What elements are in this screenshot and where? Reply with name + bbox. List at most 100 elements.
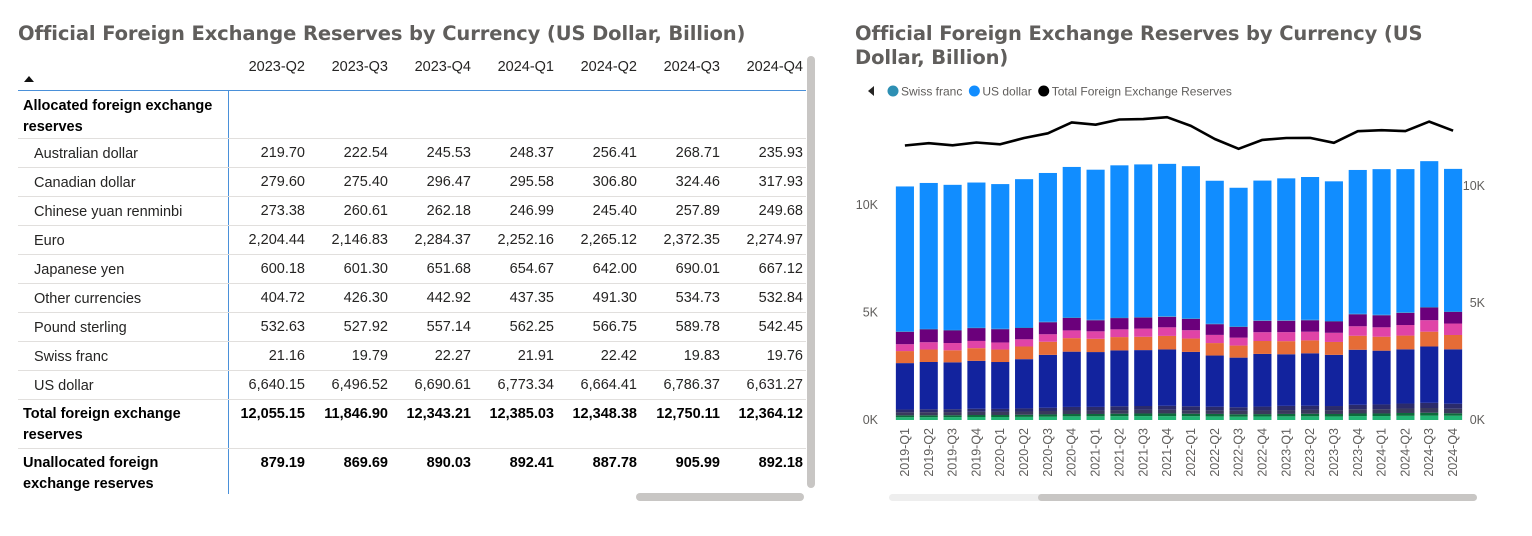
column-header[interactable]: 2023-Q3 (331, 59, 388, 75)
bar-segment (1205, 413, 1224, 417)
bar-segment (1396, 312, 1415, 326)
table-cell: 600.18 (260, 261, 305, 277)
table-cell: 262.18 (426, 203, 471, 219)
row-header: Swiss franc (34, 349, 109, 365)
table-cell: 667.12 (758, 261, 803, 277)
table-cell: 257.89 (675, 203, 720, 219)
bar-segment (1396, 412, 1415, 416)
bar-segment (1062, 317, 1081, 331)
bar-segment (919, 342, 938, 350)
bar-segment (1158, 413, 1177, 417)
bar-segment (1086, 169, 1105, 320)
x-axis-tick: 2022-Q4 (1255, 428, 1269, 477)
bar-segment (1134, 317, 1153, 318)
bar-segment (1277, 178, 1296, 321)
legend-marker (887, 85, 899, 97)
table-cell: 905.99 (675, 455, 720, 471)
bar-segment (1062, 351, 1081, 407)
table-cell: 6,640.15 (248, 377, 305, 393)
bar-segment (991, 184, 1010, 329)
x-axis-tick: 2020-Q2 (1017, 428, 1031, 477)
bar-segment (895, 363, 914, 410)
bar-segment (943, 409, 962, 413)
chart-scrollbar-thumb[interactable] (1038, 494, 1477, 501)
bar-segment (943, 329, 962, 331)
bar-segment (1348, 326, 1367, 336)
row-header: Allocated foreign exchange reserves (23, 98, 213, 135)
row-header: Other currencies (34, 291, 142, 307)
row-header: Pound sterling (34, 320, 127, 336)
stacked-column-chart: Swiss franc US dollar Total Foreign Exchan… (856, 85, 1486, 501)
table-cell: 557.14 (426, 319, 471, 335)
bar-segment (1348, 313, 1367, 315)
bar-segment (1181, 413, 1200, 417)
bar-segment (943, 343, 962, 351)
table-cell: 12,385.03 (489, 406, 554, 422)
horizontal-scrollbar[interactable] (636, 493, 804, 501)
table-cell: 279.60 (260, 174, 305, 190)
bar-segment (1253, 332, 1272, 341)
bar-segment (1158, 316, 1177, 317)
bar-segment (967, 328, 986, 341)
table-cell: 2,274.97 (746, 232, 803, 248)
table-cell: 442.92 (426, 290, 471, 306)
bar-segment (895, 344, 914, 352)
bar-segment (1158, 409, 1177, 414)
column-header[interactable]: 2023-Q2 (248, 59, 305, 75)
bar-segment (1277, 332, 1296, 342)
sort-ascending-icon[interactable] (24, 76, 34, 82)
legend-scroll-left-icon[interactable] (868, 86, 874, 96)
column-header[interactable]: 2023-Q4 (414, 59, 471, 75)
bar-segment (1015, 359, 1034, 409)
table-row: Chinese yuan renminbi 273.38 260.61 262.18 2… (18, 197, 806, 226)
bar-segment (1086, 413, 1105, 417)
bar-segment (1253, 414, 1272, 417)
table-cell: 890.03 (426, 455, 471, 471)
bar-segment (1301, 177, 1320, 320)
x-axis-tick: 2019-Q3 (946, 428, 960, 477)
column-header[interactable]: 2024-Q4 (746, 59, 803, 75)
total-row: Total foreign exchange reserves 12,055.15… (18, 400, 806, 449)
bar-segment (1038, 407, 1057, 411)
table-cell: 12,364.12 (738, 406, 803, 422)
bar-segment (1086, 406, 1105, 411)
table-row: US dollar 6,640.15 6,496.52 6,690.61 6,773.3… (18, 371, 806, 400)
bar-segment (1444, 403, 1463, 409)
bar-segment (1110, 317, 1129, 319)
bar-segment (1229, 416, 1248, 420)
chart-title: Official Foreign Exchange Reserves by Cu… (855, 22, 1423, 69)
bar-segment (1015, 327, 1034, 340)
bar-segment (1444, 168, 1463, 312)
table-cell: 2,284.37 (414, 232, 471, 248)
bar-segment (1277, 405, 1296, 411)
table-cell: 437.35 (509, 290, 554, 306)
bar-segment (1158, 335, 1177, 350)
y-axis-left-tick: 5K (863, 306, 879, 320)
bar-segment (1229, 357, 1248, 408)
table-cell: 491.30 (592, 290, 637, 306)
y-axis-right-tick: 10K (1463, 179, 1486, 193)
vertical-scrollbar[interactable] (807, 56, 815, 488)
column-header[interactable]: 2024-Q1 (497, 59, 554, 75)
column-header[interactable]: 2024-Q3 (663, 59, 720, 75)
bar-segment (1277, 320, 1296, 321)
x-axis-tick: 2024-Q2 (1398, 428, 1412, 477)
column-header[interactable]: 2024-Q2 (580, 59, 637, 75)
bar-segment (1181, 416, 1200, 420)
x-axis-tick: 2023-Q4 (1351, 428, 1365, 477)
bar-segment (1015, 339, 1034, 347)
table-cell: 2,372.35 (663, 232, 720, 248)
x-axis-tick: 2019-Q4 (969, 428, 983, 477)
bar-segment (991, 411, 1010, 416)
bar-segment (1086, 410, 1105, 414)
bar-segment (895, 417, 914, 420)
bar-segment (1062, 338, 1081, 352)
bar-segment (943, 417, 962, 420)
bar-segment (1324, 354, 1343, 407)
bar-segment (1348, 335, 1367, 350)
bar-segment (1062, 414, 1081, 417)
bar-segment (919, 328, 938, 330)
bar-segment (1253, 180, 1272, 321)
bar-segment (991, 417, 1010, 420)
table-cell: 249.68 (758, 203, 803, 219)
